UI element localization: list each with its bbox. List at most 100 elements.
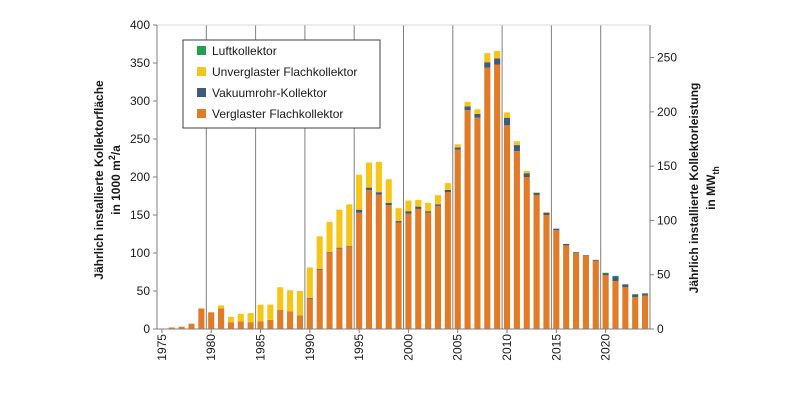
bar-verglaster-flachkollektor-2013: [533, 195, 540, 329]
y-tick-label-50: 50: [137, 284, 151, 298]
bar-verglaster-flachkollektor-2006: [464, 110, 471, 330]
bar-unverglaster-flachkollektor-1981: [218, 305, 225, 309]
y-axis-title-left-prefix: in 1000 m: [109, 160, 123, 215]
y-tick-label-350: 350: [130, 56, 150, 70]
bar-unverglaster-flachkollektor-2005: [454, 144, 461, 148]
x-tick-label-1995: 1995: [352, 334, 366, 361]
bar-verglaster-flachkollektor-1996: [365, 189, 373, 329]
bar-verglaster-flachkollektor-1994: [346, 246, 353, 329]
bar-unverglaster-flachkollektor-1999: [395, 208, 402, 222]
bar-verglaster-flachkollektor-2002: [425, 212, 432, 329]
bar-verglaster-flachkollektor-1977: [178, 326, 185, 329]
bar-unverglaster-flachkollektor-2009: [494, 50, 501, 59]
bar-verglaster-flachkollektor-2010: [503, 125, 511, 329]
legend-swatch-luftkollektor: [197, 46, 206, 55]
bar-luftkollektor-2021: [612, 275, 619, 277]
bar-verglaster-flachkollektor-2007: [474, 117, 481, 329]
bar-verglaster-flachkollektor-1981: [218, 308, 225, 329]
bar-unverglaster-flachkollektor-1989: [296, 291, 304, 316]
bar-unverglaster-flachkollektor-2011: [513, 141, 520, 146]
y-tick-label-150: 150: [130, 208, 150, 222]
x-tick-label-2020: 2020: [599, 334, 613, 361]
bar-vakuumrohr-kollektor-2014: [543, 212, 550, 215]
bar-verglaster-flachkollektor-1990: [306, 298, 313, 329]
bar-verglaster-flachkollektor-1982: [227, 322, 234, 329]
bar-unverglaster-flachkollektor-1985: [257, 304, 264, 322]
bar-luftkollektor-2023: [632, 294, 639, 295]
bar-unverglaster-flachkollektor-1982: [227, 316, 234, 323]
bar-vakuumrohr-kollektor-2008: [484, 62, 491, 68]
bar-vakuumrohr-kollektor-2011: [513, 145, 520, 152]
bar-verglaster-flachkollektor-1979: [198, 308, 205, 329]
bar-unverglaster-flachkollektor-2014: [543, 211, 550, 213]
bar-vakuumrohr-kollektor-1991: [316, 268, 323, 270]
bar-verglaster-flachkollektor-1985: [257, 321, 264, 329]
bar-vakuumrohr-kollektor-1998: [385, 202, 392, 206]
bar-verglaster-flachkollektor-2003: [434, 205, 442, 329]
bar-verglaster-flachkollektor-1980: [208, 312, 215, 329]
bar-verglaster-flachkollektor-1988: [287, 311, 294, 329]
bar-vakuumrohr-kollektor-2019: [592, 259, 599, 261]
bar-verglaster-flachkollektor-1989: [296, 315, 304, 329]
bar-luftkollektor-2022: [622, 284, 629, 285]
bar-unverglaster-flachkollektor-2001: [415, 199, 422, 207]
bar-vakuumrohr-kollektor-1996: [365, 187, 373, 190]
bar-verglaster-flachkollektor-2021: [612, 281, 619, 329]
y-axis-title-left-suffix: /a: [109, 145, 123, 155]
bar-unverglaster-flachkollektor-1996: [365, 162, 373, 188]
bar-verglaster-flachkollektor-2019: [592, 260, 599, 329]
bar-verglaster-flachkollektor-2005: [454, 149, 461, 329]
bar-vakuumrohr-kollektor-2012: [523, 173, 530, 177]
legend-swatch-vakuumrohr: [197, 88, 206, 97]
bar-unverglaster-flachkollektor-2012: [523, 170, 530, 174]
legend-label-luftkollektor: Luftkollektor: [212, 44, 277, 58]
bar-verglaster-flachkollektor-2016: [563, 245, 570, 329]
bar-vakuumrohr-kollektor-1990: [306, 297, 313, 299]
y2-tick-label-0: 0: [657, 322, 664, 336]
y-axis-title-right-line2: in MWth: [704, 166, 721, 210]
bar-vakuumrohr-kollektor-2000: [405, 211, 412, 214]
bar-verglaster-flachkollektor-1987: [277, 310, 284, 329]
x-tick-label-2015: 2015: [549, 334, 563, 361]
bar-verglaster-flachkollektor-2024: [642, 295, 649, 329]
bar-unverglaster-flachkollektor-1986: [267, 304, 274, 320]
bar-verglaster-flachkollektor-2014: [543, 215, 550, 329]
bar-verglaster-flachkollektor-2000: [405, 213, 412, 329]
y-ticks-left: 0 50 100 150 200 250 300 350 400: [130, 18, 157, 336]
y-tick-label-100: 100: [130, 246, 150, 260]
bar-verglaster-flachkollektor-1991: [316, 269, 323, 329]
bar-unverglaster-flachkollektor-1995: [356, 174, 363, 210]
bar-verglaster-flachkollektor-2020: [602, 275, 609, 329]
y-axis-title-left-line2: in 1000 m2/a: [107, 145, 123, 215]
y-axis-title-right-prefix: in MW: [704, 174, 718, 210]
bar-vakuumrohr-kollektor-2022: [622, 284, 629, 288]
bar-vakuumrohr-kollektor-2006: [464, 106, 471, 111]
y-tick-label-250: 250: [130, 132, 150, 146]
y2-tick-label-250: 250: [657, 51, 677, 65]
bar-unverglaster-flachkollektor-1992: [326, 221, 333, 253]
y2-tick-label-50: 50: [657, 268, 671, 282]
bar-unverglaster-flachkollektor-1988: [287, 290, 294, 312]
x-tick-label-1990: 1990: [303, 334, 317, 361]
bar-verglaster-flachkollektor-1978: [188, 323, 195, 329]
bar-vakuumrohr-kollektor-2009: [494, 58, 501, 65]
y2-tick-label-100: 100: [657, 213, 677, 227]
x-tick-label-2000: 2000: [401, 334, 415, 361]
bar-unverglaster-flachkollektor-1990: [306, 267, 313, 298]
bar-verglaster-flachkollektor-2001: [415, 208, 422, 329]
bar-unverglaster-flachkollektor-1983: [237, 313, 244, 322]
x-tick-label-1975: 1975: [155, 334, 169, 361]
bar-unverglaster-flachkollektor-1987: [277, 287, 284, 310]
bars: [168, 50, 649, 330]
bar-unverglaster-flachkollektor-1984: [247, 313, 254, 323]
legend: Luftkollektor Unverglaster Flachkollekto…: [182, 39, 381, 129]
bar-verglaster-flachkollektor-2023: [632, 297, 639, 329]
bar-unverglaster-flachkollektor-1998: [385, 179, 392, 203]
x-tick-label-2005: 2005: [451, 334, 465, 361]
legend-swatch-unverglaster: [197, 67, 206, 76]
bar-vakuumrohr-kollektor-2013: [533, 192, 540, 196]
x-tick-label-1985: 1985: [254, 334, 268, 361]
bar-verglaster-flachkollektor-2022: [622, 287, 629, 329]
